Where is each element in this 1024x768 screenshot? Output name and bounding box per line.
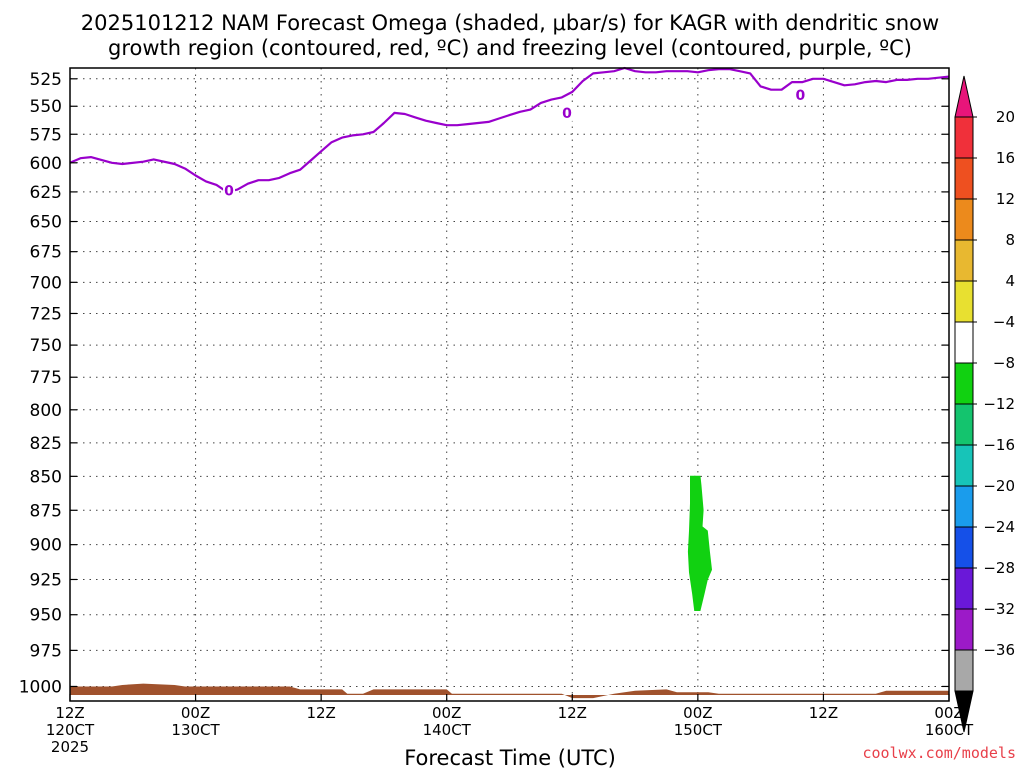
y-tick-label: 775 (30, 368, 62, 388)
omega-region (687, 475, 713, 611)
freezing-level-line (69, 66, 950, 193)
contour-label-bg (223, 182, 236, 199)
colorbar-label: −32 (983, 600, 1015, 618)
colorbar-label: −24 (983, 518, 1015, 536)
colorbar-segment (954, 485, 974, 528)
terrain-fill (70, 683, 949, 699)
plot-frame (69, 67, 950, 702)
colorbar-segment (954, 526, 974, 569)
contour-label-bg (794, 87, 807, 104)
colorbar-label: 20 (996, 108, 1015, 126)
terrain-layer (70, 683, 949, 699)
contour-label-bg (561, 104, 574, 121)
y-tick-label: 725 (30, 304, 62, 324)
colorbar-segment (954, 280, 974, 323)
colorbar-segment (954, 362, 974, 405)
y-tick-label: 800 (30, 401, 62, 421)
x-tick-time: 12Z (558, 704, 587, 722)
credit-text: coolwx.com/models (862, 744, 1016, 762)
x-tick-time: 12Z (809, 704, 838, 722)
colorbar-segment (954, 198, 974, 241)
colorbar-segment (954, 567, 974, 610)
y-tick-label: 925 (30, 570, 62, 590)
y-tick-label: 650 (30, 213, 62, 233)
x-tick-date: 120CT (46, 721, 95, 739)
colorbar-label: −16 (983, 436, 1015, 454)
freezing-level-layer: 0 0 0 (69, 66, 950, 200)
colorbar-segment (954, 321, 974, 364)
colorbar-label: −12 (983, 395, 1015, 413)
colorbar-segment (954, 444, 974, 487)
x-tick-date: 160CT (925, 721, 974, 739)
y-tick-label: 550 (30, 97, 62, 117)
x-tick-time: 00Z (934, 704, 963, 722)
colorbar-top-triangle (954, 75, 974, 118)
chart-title-line2: growth region (contoured, red, ºC) and f… (108, 36, 912, 60)
x-tick-time: 12Z (306, 704, 335, 722)
y-tick-label: 675 (30, 243, 62, 263)
colorbar-label: −28 (983, 559, 1015, 577)
y-tick-label: 950 (30, 606, 62, 626)
colorbar-label: −36 (983, 641, 1015, 659)
x-tick-time: 12Z (55, 704, 84, 722)
x-tick-year: 2025 (51, 738, 89, 756)
colorbar-bottom-triangle (954, 690, 974, 733)
y-tick-label: 750 (30, 336, 62, 356)
y-tick-label: 625 (30, 183, 62, 203)
x-tick-date: 150CT (674, 721, 723, 739)
y-tick-label: 700 (30, 273, 62, 293)
colorbar-label: 12 (996, 190, 1015, 208)
freezing-level-label: 0 (796, 88, 806, 104)
x-tick-date: 140CT (423, 721, 472, 739)
y-tick-label: 900 (30, 536, 62, 556)
y-tick-label: 600 (30, 154, 62, 174)
y-tick-label: 850 (30, 467, 62, 487)
x-tick-time: 00Z (683, 704, 712, 722)
colorbar-segment (954, 649, 974, 692)
colorbar-segment (954, 239, 974, 282)
y-tick-label: 975 (30, 641, 62, 661)
colorbar-label: −4 (993, 313, 1015, 331)
y-axis: 525 550 575 600 625 650 675 700 725 750 775 800 825 8… (19, 70, 949, 697)
colorbar-segment (954, 608, 974, 651)
chart-title-line1: 2025101212 NAM Forecast Omega (shaded, μ… (81, 11, 939, 35)
x-tick-time: 00Z (432, 704, 461, 722)
colorbar-label: 4 (1005, 272, 1015, 290)
x-tick-date: 130CT (171, 721, 220, 739)
freezing-level-label: 0 (562, 106, 572, 122)
y-tick-label: 525 (30, 70, 62, 90)
colorbar-segment (954, 403, 974, 446)
y-tick-label: 1000 (19, 677, 62, 697)
y-tick-label: 575 (30, 125, 62, 145)
x-axis-title: Forecast Time (UTC) (404, 746, 616, 768)
y-tick-label: 875 (30, 501, 62, 521)
colorbar-legend: 20 16 12 8 4 −4 −8 −12 −16 −20 −24 −28 −32 −36 (954, 75, 1015, 733)
colorbar-label: −20 (983, 477, 1015, 495)
omega-shading-layer (687, 475, 713, 611)
colorbar-label: 16 (996, 149, 1015, 167)
colorbar-segment (954, 157, 974, 200)
colorbar-label: −8 (993, 354, 1015, 372)
grid-lines (70, 68, 949, 701)
freezing-level-label: 0 (224, 184, 234, 200)
colorbar-label: 8 (1005, 231, 1015, 249)
x-tick-time: 00Z (181, 704, 210, 722)
colorbar-segment (954, 116, 974, 159)
y-tick-label: 825 (30, 434, 62, 454)
